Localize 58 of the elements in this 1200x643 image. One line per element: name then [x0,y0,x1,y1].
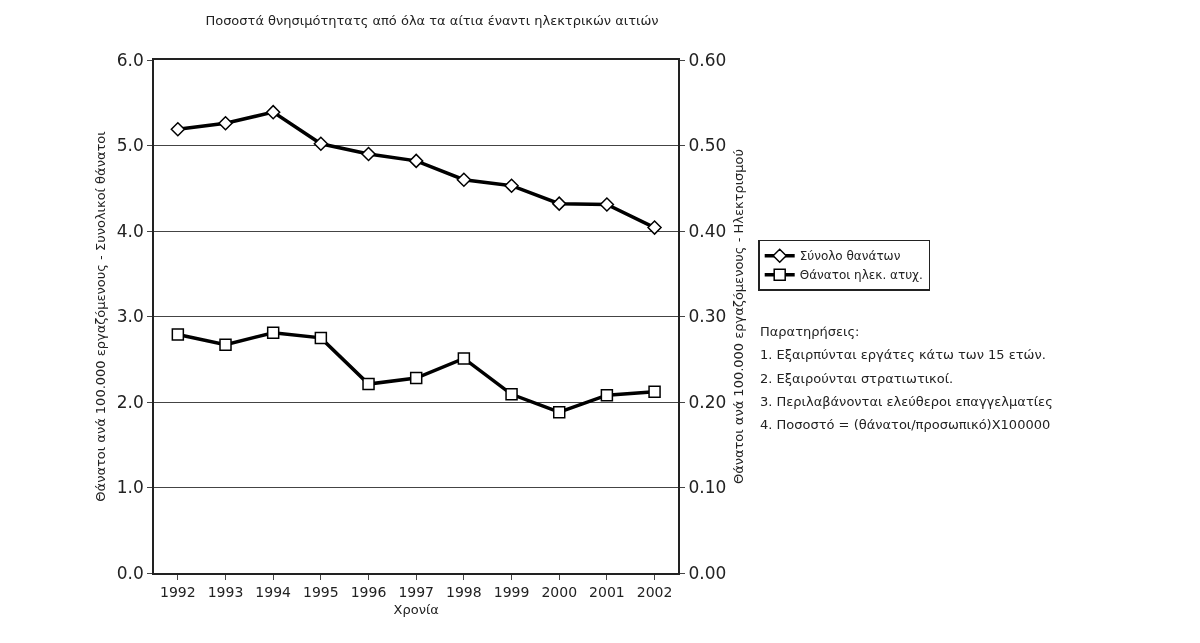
point [408,153,424,169]
y2-tick-label: 0.50 [688,135,727,156]
point [409,371,423,385]
point [457,352,471,365]
point [551,196,567,211]
y2-tick-label: 0.30 [688,306,727,327]
y2-tick-label: 0.60 [688,49,727,70]
point [218,116,233,131]
legend-label: Σύνολο θανάτων [799,249,901,264]
point [552,406,566,419]
y2-tick-label: 0.20 [688,391,727,412]
y2-tick-label: 0.10 [688,477,727,498]
x-tick-label: 2000 [541,583,578,600]
x-tick-label: 1994 [255,583,292,600]
chart-title: Ποσοστά θνησιμότητατς από όλα τα αίτια έναντι ηλεκτρικών αιτιών [205,13,659,29]
point [266,326,280,339]
y-tick-label: 3.0 [116,306,144,327]
y2-tick-label: 0.00 [688,562,727,583]
point [647,220,662,235]
y-tick-label: 2.0 [116,391,144,412]
x-tick-label: 2001 [589,583,625,600]
text: 1. Εξαιρπύνται εργάτες κάτω των 15 ετών. [760,347,1046,362]
y-tick-label: 1.0 [116,477,144,498]
point [648,385,661,398]
point [600,388,614,402]
text: 2. Εξαιρούνται στρατιωτικοί. [760,371,954,386]
x-tick-label: 1998 [446,583,482,600]
y2-tick-label: 0.40 [688,220,727,241]
x-tick-label: 1995 [303,583,339,600]
point [599,197,615,212]
point [505,388,518,401]
point [504,178,519,193]
x-tick-label: 2002 [636,583,673,600]
y-axis-title: Θάνατοι ανά 100.000 εργαζόμενους - Συνολικοί θάνατοι [93,131,109,502]
point [219,338,232,351]
y-tick-label: 6.0 [116,49,144,70]
text: 4. Ποσοστό = (θάνατοι/προσωπικό)X100000 [760,417,1051,432]
point [171,328,185,341]
y2-axis-title: Θάνατοι ανά 100.000 εργαζόμενους - Ηλεκτρισμού [730,148,746,485]
x-tick-label: 1996 [350,583,387,600]
x-tick-label: 1997 [398,583,435,600]
x-axis-title: Χρονία [393,601,439,617]
legend-label: Θάνατοι ηλεκ. ατυχ. [799,268,923,283]
x-tick-label: 1999 [493,583,530,600]
point [265,104,281,120]
point [313,136,329,152]
text: 3. Περιλαβάνονται ελεύθεροι επαγγελματίες [760,394,1053,409]
point [362,377,375,391]
point [170,122,186,137]
point [314,331,328,345]
x-tick-label: 1993 [207,583,244,600]
point [456,172,472,187]
y-tick-label: 4.0 [116,220,144,241]
y-tick-label: 5.0 [116,135,144,156]
x-tick-label: 1992 [160,583,196,600]
y-tick-label: 0.0 [116,562,144,583]
point [361,146,376,162]
text: Παρατηρήσεις: [760,324,860,339]
